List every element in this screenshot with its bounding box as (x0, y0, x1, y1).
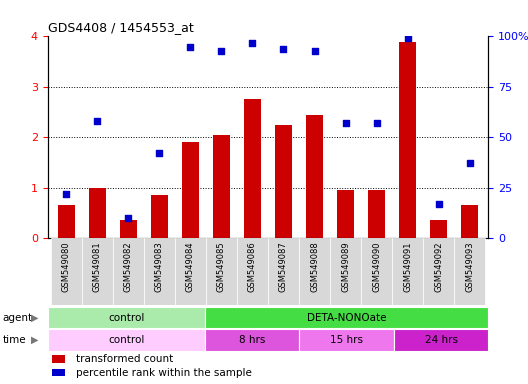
Point (403, 35, 412, 41)
Text: 24 hrs: 24 hrs (425, 335, 458, 345)
Text: GSM549093: GSM549093 (465, 242, 474, 292)
Text: GSM549085: GSM549085 (217, 242, 226, 292)
Bar (58, 205, 74, 238)
Text: transformed count: transformed count (76, 354, 173, 364)
Point (466, 161, 474, 167)
Bar (430, 220, 447, 238)
Point (62, 191, 70, 197)
Bar (48, 329, 205, 351)
Text: GSM549080: GSM549080 (62, 242, 71, 292)
Text: control: control (108, 335, 145, 345)
Text: GSM549081: GSM549081 (93, 242, 102, 292)
Bar (399, 41, 416, 238)
Bar (394, 329, 488, 351)
Text: GSM549089: GSM549089 (341, 242, 350, 292)
Point (124, 215, 133, 221)
Text: GSM549087: GSM549087 (279, 242, 288, 292)
Bar (205, 307, 488, 328)
Bar (52, 369, 65, 376)
Bar (454, 238, 485, 305)
Bar (299, 238, 330, 305)
Point (248, 40, 257, 46)
Bar (237, 238, 268, 305)
Text: GSM549092: GSM549092 (434, 242, 443, 292)
Bar (306, 114, 323, 238)
Bar (392, 238, 423, 305)
Bar (120, 220, 137, 238)
Text: GDS4408 / 1454553_at: GDS4408 / 1454553_at (48, 21, 193, 34)
Text: GSM549082: GSM549082 (124, 242, 133, 292)
Bar (182, 142, 199, 238)
Text: percentile rank within the sample: percentile rank within the sample (76, 367, 252, 378)
Point (186, 43, 194, 50)
Point (310, 48, 319, 54)
Bar (144, 238, 175, 305)
Bar (51, 238, 82, 305)
Bar (268, 238, 299, 305)
Text: GSM549084: GSM549084 (186, 242, 195, 292)
Text: GSM549091: GSM549091 (403, 242, 412, 292)
Text: 15 hrs: 15 hrs (330, 335, 363, 345)
Point (217, 48, 225, 54)
Text: ▶: ▶ (31, 335, 38, 345)
Point (155, 151, 164, 157)
Bar (213, 135, 230, 238)
Bar (206, 238, 237, 305)
Point (93, 118, 101, 124)
Point (372, 120, 381, 126)
Bar (205, 329, 299, 351)
Bar (89, 188, 106, 238)
Point (435, 201, 443, 207)
Text: GSM549088: GSM549088 (310, 242, 319, 292)
Text: agent: agent (3, 313, 33, 323)
Bar (175, 238, 206, 305)
Text: DETA-NONOate: DETA-NONOate (307, 313, 386, 323)
Text: control: control (108, 313, 145, 323)
Bar (244, 99, 261, 238)
Text: GSM549083: GSM549083 (155, 242, 164, 292)
Bar (52, 355, 65, 363)
Bar (337, 190, 354, 238)
Text: ▶: ▶ (31, 313, 38, 323)
Bar (461, 205, 478, 238)
Text: 8 hrs: 8 hrs (239, 335, 266, 345)
Text: GSM549086: GSM549086 (248, 242, 257, 292)
Bar (368, 190, 385, 238)
Bar (82, 238, 112, 305)
Bar (330, 238, 361, 305)
Point (342, 120, 350, 126)
Text: GSM549090: GSM549090 (372, 242, 381, 292)
Bar (151, 195, 168, 238)
Bar (48, 307, 205, 328)
Bar (112, 238, 144, 305)
Bar (361, 238, 392, 305)
Bar (299, 329, 394, 351)
Point (279, 46, 288, 52)
Bar (423, 238, 454, 305)
Bar (275, 125, 292, 238)
Text: time: time (3, 335, 26, 345)
